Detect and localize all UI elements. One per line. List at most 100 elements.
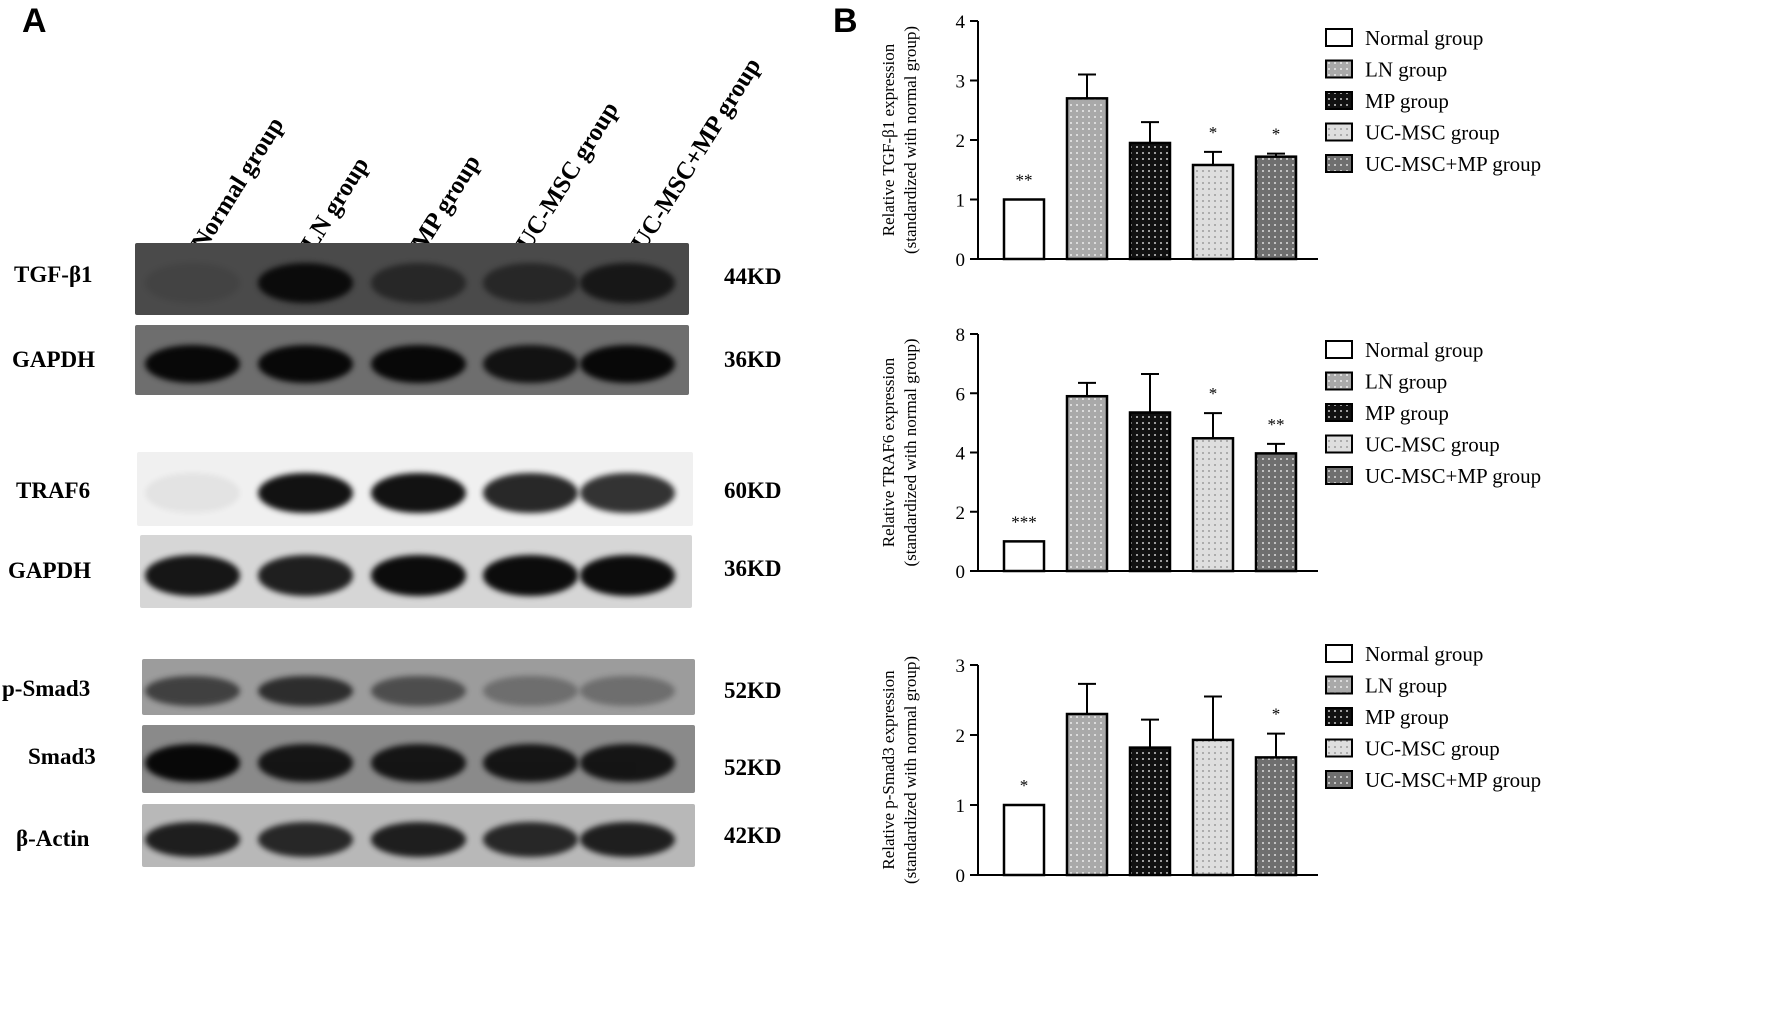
bar — [1065, 394, 1109, 573]
blot-band — [370, 555, 466, 596]
bar — [1002, 803, 1046, 877]
blot-band — [257, 344, 353, 384]
bar — [1254, 452, 1298, 573]
blot-band — [579, 263, 675, 303]
blot-strip — [142, 659, 695, 715]
bar — [1191, 738, 1235, 877]
molecular-weight-label: 52KD — [724, 678, 782, 703]
legend-label: Normal group — [1365, 642, 1483, 666]
blot-strip — [135, 243, 689, 315]
y-tick-label: 0 — [956, 562, 966, 583]
blot-band — [144, 344, 240, 384]
significance-marker: * — [1209, 123, 1218, 142]
legend-swatch — [1325, 28, 1353, 47]
y-tick-label: 6 — [956, 384, 966, 405]
legend-label: LN group — [1365, 58, 1447, 82]
y-tick-label: 0 — [956, 250, 966, 271]
blot-band — [144, 675, 240, 707]
y-axis-label: (standardized with normal group) — [901, 656, 920, 884]
blot-band — [579, 344, 675, 384]
significance-marker: ** — [1016, 171, 1033, 190]
legend-swatch — [1325, 738, 1353, 758]
blot-band — [579, 555, 675, 596]
blot-strip — [137, 452, 693, 526]
blot-band — [257, 555, 353, 596]
bar — [1065, 712, 1109, 877]
blot-band — [482, 344, 578, 384]
significance-marker: *** — [1011, 512, 1037, 531]
legend-swatch — [1325, 154, 1353, 173]
molecular-weight-label: 44KD — [724, 264, 782, 289]
bar-chart: 0 1 2 3 4 Relative TGF-β1 expression (standard… — [879, 12, 1541, 271]
blot-band — [144, 744, 240, 782]
legend-label: LN group — [1365, 370, 1447, 394]
legend-label: UC-MSC group — [1365, 737, 1500, 761]
legend-label: UC-MSC+MP group — [1365, 464, 1541, 488]
bar — [1128, 411, 1172, 573]
bar — [1002, 540, 1046, 573]
protein-label: TGF-β1 — [14, 262, 93, 287]
protein-label: β-Actin — [16, 826, 90, 851]
legend-swatch — [1325, 371, 1353, 391]
bar — [1002, 198, 1046, 261]
blot-band — [144, 822, 240, 857]
bar-chart: 0 2 4 6 8 Relative TRAF6 expression (standardi… — [879, 325, 1541, 583]
y-tick-label: 4 — [956, 444, 966, 465]
legend-label: Normal group — [1365, 338, 1483, 362]
blot-band — [482, 263, 578, 303]
blot-band — [482, 555, 578, 596]
blot-band — [370, 822, 466, 857]
legend-swatch — [1325, 675, 1353, 695]
blot-strip — [140, 535, 692, 608]
blot-band — [257, 472, 353, 514]
molecular-weight-label: 42KD — [724, 823, 782, 848]
significance-marker: * — [1272, 705, 1281, 724]
molecular-weight-label: 36KD — [724, 347, 782, 372]
legend-swatch — [1325, 644, 1353, 663]
significance-marker: * — [1209, 384, 1218, 403]
molecular-weight-label: 36KD — [724, 556, 782, 581]
blot-band — [579, 822, 675, 857]
y-axis-label: Relative TRAF6 expression — [879, 357, 898, 547]
bar — [1254, 756, 1298, 877]
blot-band — [257, 744, 353, 782]
legend-swatch — [1325, 59, 1353, 79]
blot-strip — [142, 804, 695, 867]
legend-label: UC-MSC group — [1365, 121, 1500, 145]
legend-swatch — [1325, 91, 1353, 110]
legend-label: MP group — [1365, 705, 1449, 729]
y-tick-label: 1 — [956, 191, 966, 212]
legend-label: UC-MSC+MP group — [1365, 768, 1541, 792]
legend-swatch — [1325, 122, 1353, 142]
y-tick-label: 4 — [956, 12, 966, 33]
bar-chart: 0 1 2 3 Relative p-Smad3 expression (standard… — [879, 642, 1541, 887]
legend-swatch — [1325, 434, 1353, 454]
blot-band — [370, 472, 466, 514]
blot-band — [482, 472, 578, 514]
y-tick-label: 8 — [956, 325, 966, 346]
blot-band — [370, 263, 466, 303]
blot-band — [257, 263, 353, 303]
blot-band — [482, 822, 578, 857]
legend-label: LN group — [1365, 674, 1447, 698]
legend-swatch — [1325, 403, 1353, 422]
y-tick-label: 1 — [956, 796, 966, 817]
legend-label: UC-MSC+MP group — [1365, 152, 1541, 176]
bar — [1128, 746, 1172, 877]
y-tick-label: 2 — [956, 503, 966, 524]
protein-label: p-Smad3 — [2, 676, 91, 701]
y-tick-label: 2 — [956, 131, 966, 152]
y-tick-label: 3 — [956, 72, 966, 93]
y-axis-label: Relative p-Smad3 expression — [879, 670, 898, 870]
legend-label: MP group — [1365, 89, 1449, 113]
blot-band — [579, 744, 675, 782]
bar — [1254, 155, 1298, 261]
blot-band — [370, 675, 466, 707]
blot-band — [144, 472, 240, 514]
significance-marker: ** — [1268, 415, 1285, 434]
blot-band — [579, 675, 675, 707]
blot-band — [482, 675, 578, 707]
blot-strip — [142, 725, 695, 793]
legend-swatch — [1325, 340, 1353, 359]
